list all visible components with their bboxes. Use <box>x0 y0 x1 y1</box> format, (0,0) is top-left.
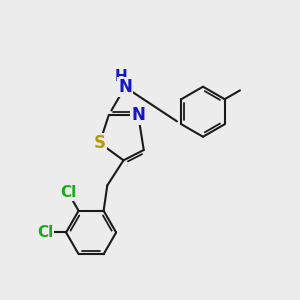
Text: N: N <box>118 78 132 96</box>
Text: Cl: Cl <box>37 225 53 240</box>
Text: S: S <box>94 134 106 152</box>
Text: N: N <box>131 106 145 124</box>
Text: Cl: Cl <box>60 185 76 200</box>
Text: H: H <box>114 69 127 84</box>
